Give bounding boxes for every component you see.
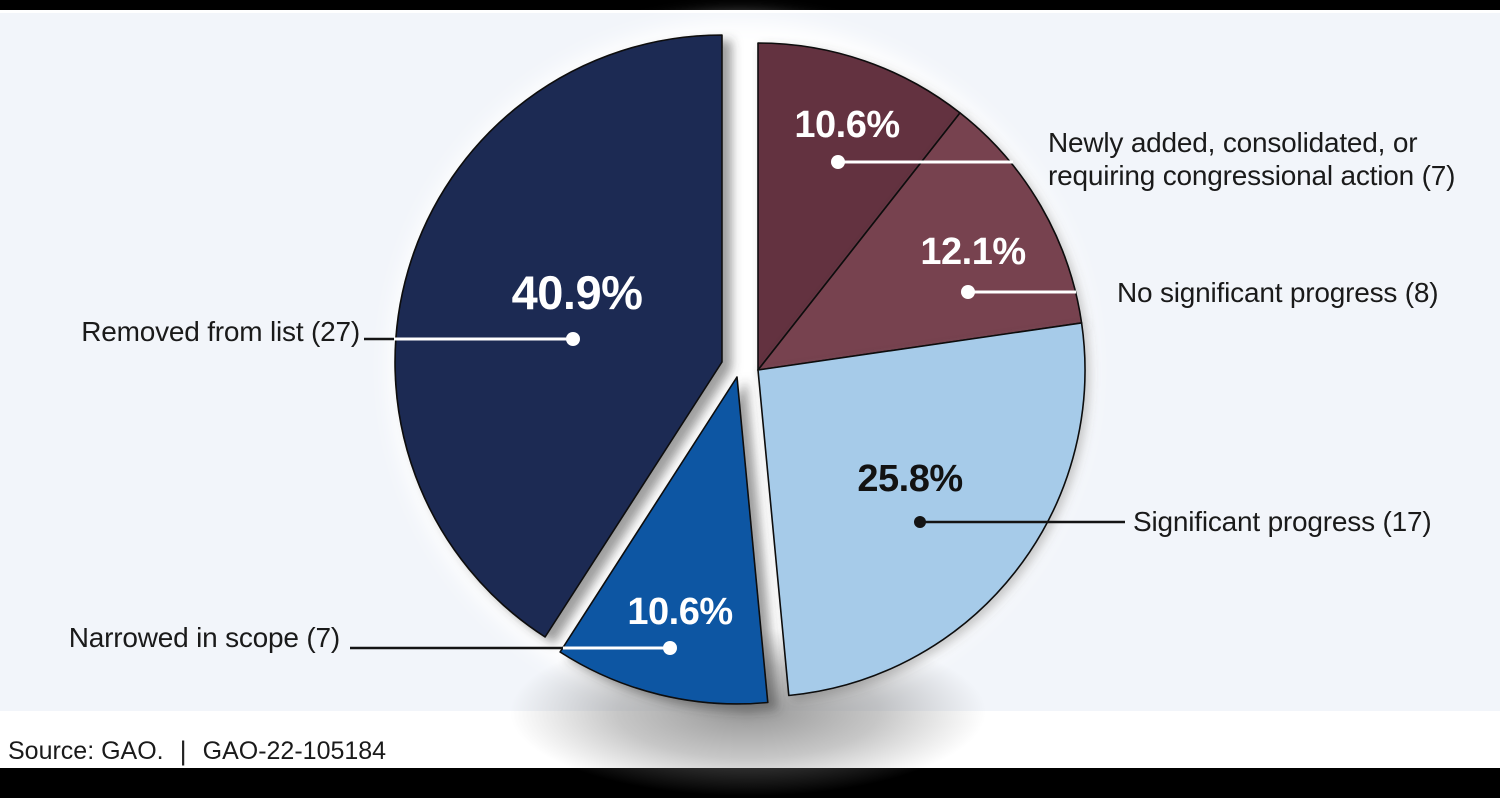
callout-label-narrowed-in-scope: Narrowed in scope (7): [68, 622, 340, 653]
percent-label-removed-from-list: 40.9%: [511, 266, 643, 319]
pie-slice-significant-progress: [757, 322, 1086, 697]
callout-label-newly-added: Newly added, consolidated, or requiring …: [1048, 126, 1455, 192]
percent-label-no-significant-progress: 12.1%: [920, 231, 1026, 273]
percent-label-significant-progress: 25.8%: [857, 458, 963, 500]
source-separator: |: [179, 736, 187, 766]
pie-slice-removed-from-list: [394, 34, 723, 638]
pie-slices: [394, 34, 1086, 705]
callout-label-removed-from-list: Removed from list (27): [81, 316, 360, 347]
callout-label-line-2: requiring congressional action (7): [1048, 160, 1456, 191]
pie-slice-newly-added: [757, 42, 961, 371]
leader-dot-narrowed-in-scope: [663, 641, 677, 655]
callout-label-no-significant-progress: No significant progress (8): [1117, 277, 1439, 308]
callout-label-line-1: Newly added, consolidated, or: [1048, 127, 1418, 158]
leader-dot-no-significant-progress: [961, 285, 975, 299]
leader-dot-removed-from-list: [566, 332, 580, 346]
leader-dot-significant-progress: [914, 516, 926, 528]
callout-label-significant-progress: Significant progress (17): [1133, 506, 1432, 537]
report-id: GAO-22-105184: [202, 737, 387, 765]
pie-slice-no-significant-progress: [757, 112, 1083, 371]
pie-slice-narrowed-in-scope: [559, 376, 769, 705]
callout-leaders: [350, 155, 1125, 655]
source-text: Source: GAO.: [8, 737, 164, 765]
source-line: Source: GAO. | GAO-22-105184: [8, 736, 386, 767]
leader-dot-newly-added: [831, 155, 845, 169]
percent-label-newly-added: 10.6%: [794, 104, 900, 146]
percent-label-narrowed-in-scope: 10.6%: [627, 591, 733, 633]
